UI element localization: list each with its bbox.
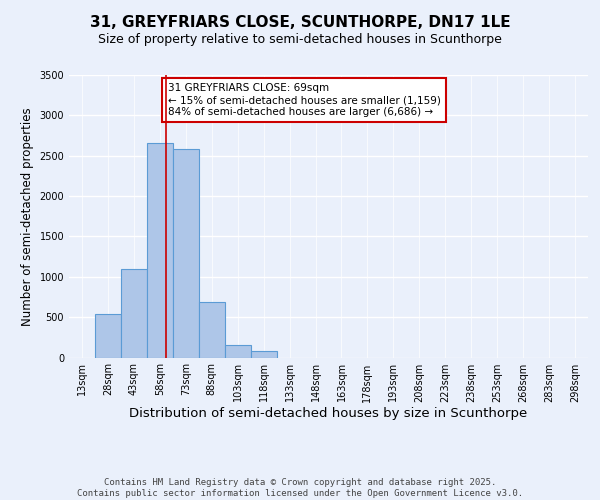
Text: 31 GREYFRIARS CLOSE: 69sqm
← 15% of semi-detached houses are smaller (1,159)
84%: 31 GREYFRIARS CLOSE: 69sqm ← 15% of semi… xyxy=(167,84,440,116)
Bar xyxy=(121,268,147,358)
Bar xyxy=(95,314,121,358)
Y-axis label: Number of semi-detached properties: Number of semi-detached properties xyxy=(21,107,34,326)
Text: Contains HM Land Registry data © Crown copyright and database right 2025.
Contai: Contains HM Land Registry data © Crown c… xyxy=(77,478,523,498)
Bar xyxy=(225,346,251,358)
Bar xyxy=(173,150,199,358)
Bar xyxy=(251,351,277,358)
Text: Size of property relative to semi-detached houses in Scunthorpe: Size of property relative to semi-detach… xyxy=(98,32,502,46)
Text: 31, GREYFRIARS CLOSE, SCUNTHORPE, DN17 1LE: 31, GREYFRIARS CLOSE, SCUNTHORPE, DN17 1… xyxy=(89,15,511,30)
X-axis label: Distribution of semi-detached houses by size in Scunthorpe: Distribution of semi-detached houses by … xyxy=(130,408,527,420)
Bar xyxy=(199,302,224,358)
Bar xyxy=(147,143,173,358)
